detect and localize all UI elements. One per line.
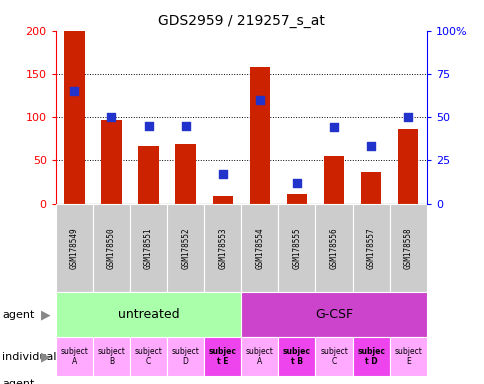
Text: subjec
t E: subjec t E (208, 347, 236, 366)
Point (182, 123, 189, 129)
Text: ■: ■ (56, 383, 67, 384)
Text: subjec
t B: subjec t B (282, 347, 310, 366)
Text: GSM178558: GSM178558 (403, 227, 412, 269)
Bar (204, 204, 241, 292)
Bar (286, 194, 306, 204)
Text: subject
E: subject E (393, 347, 421, 366)
Point (404, 114, 411, 120)
Text: GSM178553: GSM178553 (218, 227, 227, 269)
Bar (138, 146, 158, 204)
Text: GSM178556: GSM178556 (329, 227, 338, 269)
Text: GSM178557: GSM178557 (366, 227, 375, 269)
Text: ▶: ▶ (41, 308, 51, 321)
Text: ▶: ▶ (41, 350, 51, 363)
Bar (315, 204, 352, 292)
Bar (315, 337, 352, 376)
Text: subject
A: subject A (60, 347, 88, 366)
Text: subject
A: subject A (245, 347, 273, 366)
Point (292, 180, 300, 186)
Text: GSM178555: GSM178555 (292, 227, 301, 269)
Point (107, 114, 115, 120)
Bar (397, 129, 418, 204)
Bar (93, 204, 130, 292)
Text: untreated: untreated (118, 308, 179, 321)
Point (256, 97, 263, 103)
Bar (166, 337, 204, 376)
Bar (101, 120, 121, 204)
Point (70, 88, 78, 94)
Point (218, 171, 226, 177)
Bar (352, 337, 389, 376)
Bar (389, 337, 426, 376)
Text: subject
C: subject C (319, 347, 347, 366)
Bar (56, 292, 241, 337)
Bar (241, 204, 278, 292)
Bar (130, 204, 166, 292)
Title: GDS2959 / 219257_s_at: GDS2959 / 219257_s_at (157, 14, 324, 28)
Bar (93, 337, 130, 376)
Bar (249, 67, 270, 204)
Text: subject
D: subject D (171, 347, 199, 366)
Bar (360, 172, 380, 204)
Bar (352, 204, 389, 292)
Point (144, 123, 152, 129)
Bar (204, 337, 241, 376)
Text: agent: agent (2, 379, 35, 384)
Bar (278, 204, 315, 292)
Bar (323, 156, 344, 204)
Bar (64, 31, 84, 204)
Bar (166, 204, 204, 292)
Bar (278, 337, 315, 376)
Text: GSM178554: GSM178554 (255, 227, 264, 269)
Text: G-CSF: G-CSF (314, 308, 352, 321)
Bar (56, 337, 93, 376)
Point (330, 124, 337, 131)
Text: GSM178550: GSM178550 (106, 227, 116, 269)
Bar (241, 292, 426, 337)
Bar (130, 337, 166, 376)
Bar (389, 204, 426, 292)
Text: subjec
t D: subjec t D (356, 347, 384, 366)
Point (366, 143, 374, 149)
Text: subject
C: subject C (135, 347, 162, 366)
Text: subject
B: subject B (97, 347, 125, 366)
Bar (56, 204, 93, 292)
Text: agent: agent (2, 310, 35, 319)
Text: GSM178552: GSM178552 (181, 227, 190, 269)
Bar (175, 144, 196, 204)
Text: individual: individual (2, 352, 57, 362)
Bar (241, 337, 278, 376)
Text: GSM178549: GSM178549 (70, 227, 79, 269)
Bar (212, 196, 232, 204)
Text: GSM178551: GSM178551 (144, 227, 153, 269)
